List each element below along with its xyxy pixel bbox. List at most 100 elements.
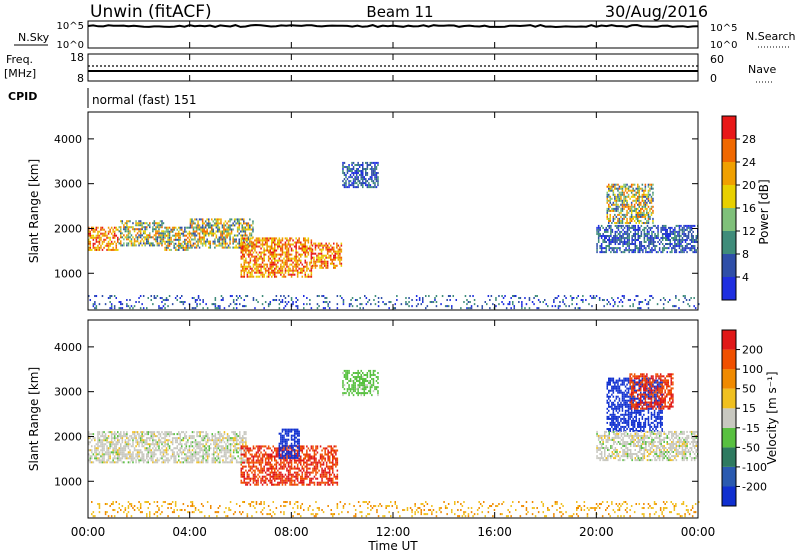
velocity-cell bbox=[231, 459, 233, 462]
velocity-cell bbox=[225, 461, 227, 464]
power-cell bbox=[646, 245, 649, 248]
power-cell bbox=[215, 224, 218, 227]
velocity-cell bbox=[200, 455, 203, 458]
power-cell bbox=[627, 193, 630, 196]
power-cell bbox=[346, 168, 349, 171]
power-cell bbox=[201, 236, 204, 239]
power-cell bbox=[309, 247, 311, 250]
power-cell bbox=[245, 295, 247, 298]
power-cell bbox=[665, 228, 667, 231]
power-cell bbox=[638, 215, 641, 218]
power-cell bbox=[290, 259, 293, 262]
velocity-cell bbox=[106, 461, 108, 464]
power-cell bbox=[647, 193, 650, 196]
power-cell bbox=[617, 222, 619, 225]
power-cell bbox=[634, 235, 637, 238]
power-cell bbox=[245, 257, 247, 260]
power-cell bbox=[280, 269, 282, 272]
power-cell bbox=[97, 246, 99, 249]
power-cell bbox=[339, 260, 341, 263]
velocity-cell bbox=[152, 441, 154, 444]
velocity-cell bbox=[242, 441, 244, 444]
power-cell bbox=[296, 255, 299, 258]
power-cell bbox=[218, 244, 221, 247]
power-cell bbox=[241, 234, 244, 237]
power-cell bbox=[155, 228, 157, 231]
velocity-cell bbox=[290, 467, 293, 470]
velocity-cell bbox=[286, 449, 288, 452]
velocity-cell bbox=[271, 479, 273, 482]
velocity-cell bbox=[200, 439, 203, 442]
power-cell bbox=[249, 237, 252, 240]
velocity-cell bbox=[269, 467, 272, 470]
power-cell bbox=[267, 251, 270, 254]
power-cell bbox=[176, 248, 179, 251]
velocity-cell bbox=[173, 437, 175, 440]
power-cell bbox=[336, 307, 339, 310]
velocity-cell bbox=[284, 483, 287, 486]
velocity-cell bbox=[287, 465, 290, 468]
velocity-cell bbox=[210, 443, 212, 446]
velocity-cell bbox=[193, 447, 195, 450]
power-cell bbox=[644, 201, 647, 204]
power-cell bbox=[498, 303, 500, 306]
power-cell bbox=[617, 217, 619, 220]
velocity-cell bbox=[203, 435, 206, 438]
velocity-cell bbox=[101, 435, 104, 438]
velocity-cell bbox=[293, 461, 296, 464]
power-cell bbox=[671, 226, 673, 229]
power-cell bbox=[624, 183, 627, 186]
power-cell bbox=[197, 228, 199, 231]
power-cell bbox=[374, 303, 377, 306]
power-cell bbox=[348, 180, 350, 183]
power-cell bbox=[168, 240, 171, 243]
power-cell bbox=[300, 255, 302, 258]
power-cell bbox=[199, 303, 201, 306]
power-cell bbox=[162, 222, 165, 225]
velocity-cell bbox=[217, 447, 220, 450]
power-cell bbox=[255, 259, 258, 262]
velocity-cell bbox=[185, 455, 188, 458]
velocity-cell bbox=[235, 447, 238, 450]
power-cell bbox=[635, 191, 638, 194]
power-cell bbox=[263, 275, 265, 278]
velocity-cell bbox=[289, 471, 291, 474]
power-cell bbox=[174, 242, 177, 245]
power-cell bbox=[340, 262, 343, 265]
velocity-cell bbox=[138, 441, 140, 444]
velocity-cell bbox=[258, 475, 261, 478]
velocity-cell bbox=[295, 477, 297, 480]
power-cell bbox=[246, 247, 249, 250]
power-cell bbox=[138, 297, 140, 300]
power-cell bbox=[275, 249, 278, 252]
power-cell bbox=[577, 307, 580, 310]
power-cell bbox=[348, 164, 350, 167]
velocity-cell bbox=[206, 433, 209, 436]
power-cell bbox=[161, 297, 163, 300]
velocity-cell bbox=[245, 437, 247, 440]
power-cell bbox=[680, 228, 682, 231]
velocity-cell bbox=[284, 477, 287, 480]
velocity-cell bbox=[126, 455, 128, 458]
velocity-cell bbox=[304, 473, 307, 476]
power-cell bbox=[362, 180, 364, 183]
velocity-cell bbox=[223, 441, 226, 444]
power-cell bbox=[632, 215, 634, 218]
velocity-cell bbox=[129, 449, 131, 452]
power-cell bbox=[684, 224, 687, 227]
velocity-cell bbox=[243, 441, 246, 444]
power-cell bbox=[277, 247, 279, 250]
power-cell bbox=[255, 267, 258, 270]
velocity-cell bbox=[249, 479, 252, 482]
power-cell bbox=[599, 245, 601, 248]
velocity-cell bbox=[214, 461, 217, 464]
power-cell bbox=[146, 234, 148, 237]
power-cell bbox=[340, 250, 343, 253]
power-cell bbox=[126, 226, 128, 229]
power-cell bbox=[98, 242, 101, 245]
power-cell bbox=[638, 307, 641, 310]
velocity-cell bbox=[274, 449, 276, 452]
power-cell bbox=[242, 253, 244, 256]
velocity-cell bbox=[126, 457, 128, 460]
power-cell bbox=[191, 234, 193, 237]
